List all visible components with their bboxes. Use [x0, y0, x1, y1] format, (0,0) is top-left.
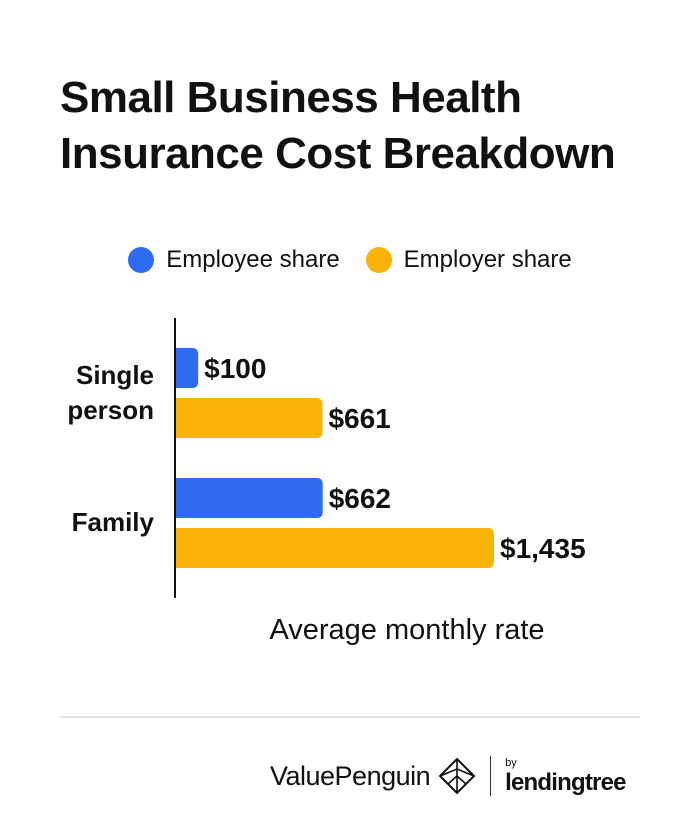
valuepenguin-wordmark: ValuePenguin: [270, 760, 431, 791]
valuepenguin-logo-icon: [438, 757, 476, 795]
legend-label-employer: Employer share: [403, 246, 572, 273]
by-label: by: [505, 756, 517, 769]
chart-title: Small Business Health Insurance Cost Bre…: [60, 73, 616, 178]
footer-divider: [60, 716, 640, 718]
category-label: Family: [72, 507, 155, 537]
legend-label-employee: Employee share: [166, 246, 340, 273]
footer-separator: [490, 756, 492, 796]
employee-bar: [176, 348, 199, 388]
bar-value-label: $662: [329, 483, 391, 514]
employee-bar: [176, 478, 323, 518]
employer-bar: [176, 398, 323, 438]
legend-swatch-employee: [128, 247, 155, 273]
legend-item-employer: Employer share: [365, 246, 572, 274]
x-axis-title: Average monthly rate: [269, 614, 544, 646]
legend: Employee share Employer share: [0, 246, 700, 274]
category-label: Single: [76, 360, 154, 390]
legend-item-employee: Employee share: [128, 246, 340, 274]
footer: ValuePenguin by lendingtree: [270, 746, 627, 806]
lendingtree-logo: by lendingtree: [505, 756, 626, 796]
bar-value-label: $1,435: [500, 533, 586, 564]
bar-value-label: $661: [328, 403, 390, 434]
bar-value-label: $100: [204, 353, 266, 384]
lendingtree-wordmark: lendingtree: [505, 768, 626, 796]
category-label: person: [67, 395, 154, 425]
bar-chart: Single person $100 $661 Family $662 $1,435 Aver…: [67, 318, 586, 646]
employer-bar: [176, 528, 494, 568]
legend-swatch-employer: [365, 247, 392, 273]
